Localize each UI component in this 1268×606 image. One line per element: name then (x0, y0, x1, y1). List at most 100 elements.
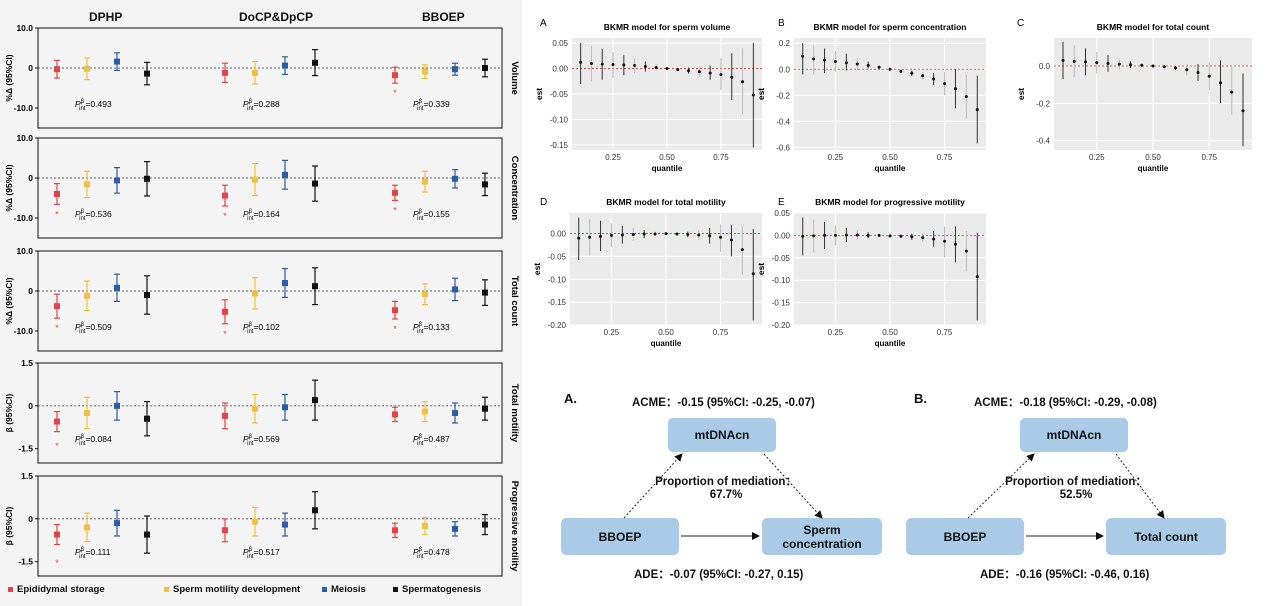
y-tick-label: -0.4 (1036, 137, 1050, 146)
point-estimate (665, 67, 669, 71)
point-estimate (392, 527, 398, 534)
point-estimate (392, 189, 398, 196)
point-estimate (144, 175, 150, 182)
estimate-bboep-meiosis (452, 402, 458, 424)
estimate-dphp-sperm-motility-development (84, 396, 90, 430)
legend-label: Sperm motility development (173, 584, 301, 595)
point-estimate (312, 507, 318, 514)
estimate-dphp-epididymal-storage (54, 293, 60, 319)
column-header-docp-dpcp: DoCP&DpCP (239, 10, 313, 24)
y-tick-label: -0.10 (548, 275, 567, 284)
point-estimate (833, 59, 837, 63)
legend-item-meiosis: Meiosis (322, 584, 366, 595)
x-tick-label: 0.25 (605, 153, 621, 162)
ade-value: -0.07 (95%CI: -0.27, 0.15) (669, 569, 804, 581)
acme-label: ACME： (632, 397, 678, 409)
y-tick-label: 0.05 (552, 39, 568, 48)
point-estimate (1196, 71, 1200, 75)
estimate-docp-dpcp-spermatogenesis (312, 165, 318, 202)
point-estimate (812, 234, 816, 238)
point-estimate (452, 525, 458, 532)
estimate-bboep-meiosis (452, 521, 458, 537)
point-estimate (422, 68, 428, 75)
panel-letter: D (540, 197, 547, 208)
point-estimate (740, 248, 744, 252)
panel-letter: C (1017, 18, 1024, 29)
y-tick-label: 1.5 (21, 358, 33, 368)
estimate-dphp-spermatogenesis (144, 161, 150, 197)
chart-title: BKMR model for total count (1097, 22, 1210, 32)
p-interaction-bboep: Pβ int=0.478 (413, 547, 450, 560)
point-estimate (888, 234, 892, 238)
mediation-a-letter: A. (564, 391, 577, 406)
panel-letter: A (540, 18, 547, 29)
estimate-dphp-meiosis (114, 167, 120, 194)
point-estimate (1117, 62, 1121, 66)
point-estimate (422, 523, 428, 529)
bkmr-panel-bkmr-model-for-total-count: C BKMR model for total count 0.25 0.50 0.75 0… (1016, 18, 1252, 173)
x-tick-label: 0.25 (604, 328, 620, 337)
point-estimate (144, 70, 150, 77)
point-estimate (588, 235, 592, 239)
point-estimate (1072, 59, 1076, 63)
point-estimate (943, 82, 947, 86)
estimate-bboep-sperm-motility-development (422, 516, 428, 536)
point-estimate (1061, 58, 1065, 62)
point-estimate (964, 95, 968, 99)
y-tick-label: -0.10 (550, 115, 569, 124)
acme-value: -0.15 (95%CI: -0.25, -0.07) (677, 397, 815, 409)
estimate-docp-dpcp-meiosis (282, 512, 288, 537)
y-tick-label: -0.15 (550, 141, 569, 150)
legend-item-spermatogenesis: Spermatogenesis (393, 584, 481, 595)
y-tick-label: 10.0 (16, 133, 33, 143)
estimate-bboep-meiosis (452, 62, 458, 76)
point-estimate (719, 235, 723, 239)
point-estimate (1207, 74, 1211, 78)
point-estimate (975, 108, 979, 112)
point-estimate (452, 286, 458, 293)
estimate-docp-dpcp-sperm-motility-development (252, 506, 258, 537)
chart-title: BKMR model for total motility (606, 197, 726, 207)
estimate-dphp-meiosis (114, 52, 120, 72)
significance-star: * (55, 558, 59, 568)
panel-frame (37, 362, 503, 464)
y-tick-label: -1.5 (18, 444, 33, 454)
y-tick-label: 0 (28, 514, 33, 524)
estimate-docp-dpcp-spermatogenesis (312, 48, 318, 77)
point-estimate (482, 181, 488, 188)
mediation-b-ade: ADE：-0.16 (95%CI: -0.46, 0.16) (980, 566, 1149, 582)
legend-swatch (164, 587, 169, 592)
point-estimate (899, 234, 903, 238)
point-estimate (482, 521, 488, 528)
estimate-dphp-meiosis (114, 390, 120, 421)
point-estimate (877, 65, 881, 69)
point-estimate (282, 521, 288, 528)
point-estimate (975, 275, 979, 279)
legend-swatch (8, 587, 13, 592)
y-tick-label: -0.10 (772, 276, 791, 285)
significance-star: * (223, 211, 227, 221)
point-estimate (1140, 63, 1144, 67)
mediation-b-letter: B. (914, 391, 927, 406)
estimate-dphp-sperm-motility-development (84, 170, 90, 199)
y-tick-label: 0.0 (779, 65, 791, 74)
point-estimate (282, 62, 288, 69)
estimate-docp-dpcp-sperm-motility-development (252, 163, 258, 197)
mediation-a-exposure-box: BBOEP (561, 518, 679, 555)
column-header-dphp: DPHP (89, 10, 123, 24)
point-estimate (697, 70, 701, 74)
point-estimate (144, 531, 150, 538)
x-tick-label: 0.50 (659, 153, 675, 162)
point-estimate (84, 410, 90, 416)
point-estimate (600, 62, 604, 66)
panel-frame (37, 250, 503, 352)
point-estimate (252, 176, 258, 183)
proportion-label: Proportion of mediation： (1005, 476, 1147, 488)
point-estimate (741, 80, 745, 84)
estimate-bboep-spermatogenesis (482, 279, 488, 306)
estimate-dphp-sperm-motility-development (84, 57, 90, 81)
p-interaction-bboep: Pβ int=0.133 (413, 322, 450, 335)
point-estimate (114, 402, 120, 409)
estimate-dphp-spermatogenesis (144, 61, 150, 86)
significance-star: * (393, 88, 397, 98)
